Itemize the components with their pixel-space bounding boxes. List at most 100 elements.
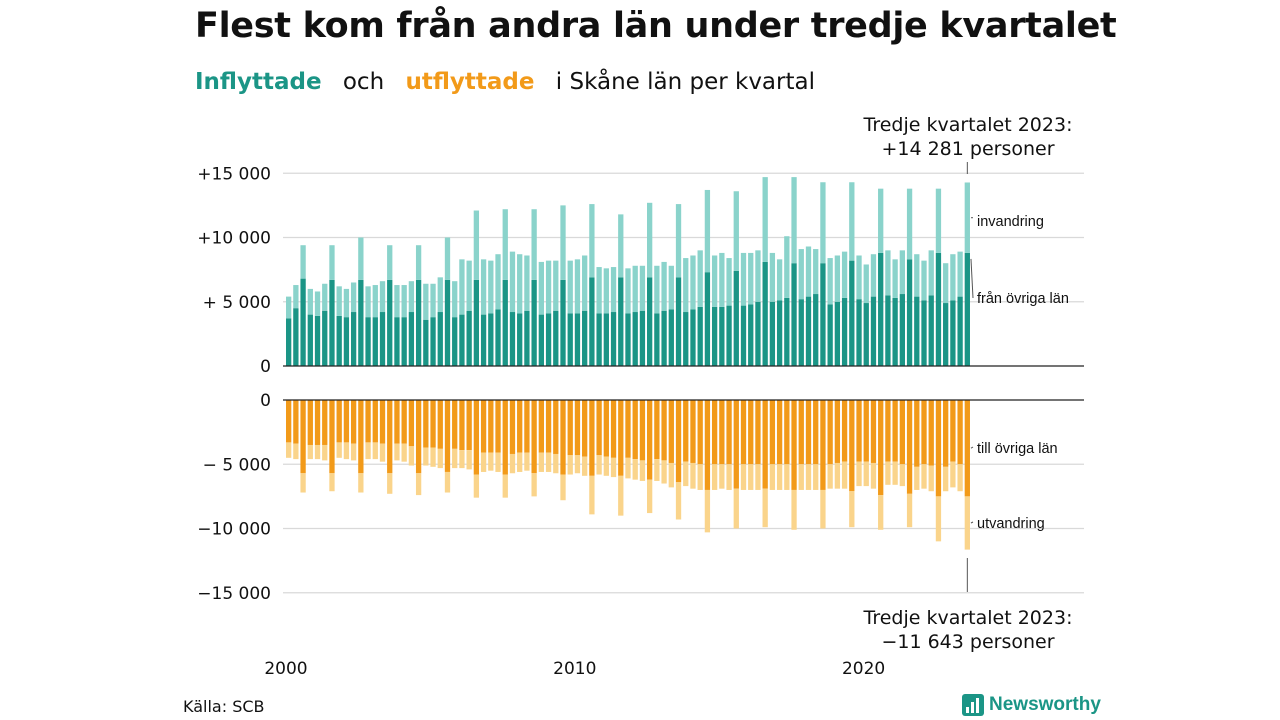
bar-utvandring <box>711 464 718 490</box>
bar-utvandring <box>914 466 920 490</box>
bar-till-ovriga-lan <box>553 400 559 454</box>
bar-utvandring <box>668 462 674 488</box>
bar-invandring <box>430 283 436 318</box>
bar-fran-ovriga-lan <box>394 317 400 366</box>
bar-fran-ovriga-lan <box>582 310 588 366</box>
bar-invandring <box>841 251 848 298</box>
bar-invandring <box>329 245 335 280</box>
bar-invandring <box>834 255 841 302</box>
bar-fran-ovriga-lan <box>444 279 451 366</box>
bar-invandring <box>437 277 443 313</box>
bar-utvandring <box>610 457 617 478</box>
bar-invandring <box>610 267 617 313</box>
bar-fran-ovriga-lan <box>509 312 516 366</box>
bar-fran-ovriga-lan <box>300 278 306 366</box>
bar-invandring <box>964 182 970 253</box>
bar-fran-ovriga-lan <box>791 263 797 366</box>
bar-invandring <box>307 288 313 315</box>
bar-utvandring <box>322 444 328 461</box>
bar-fran-ovriga-lan <box>437 312 443 366</box>
bar-fran-ovriga-lan <box>596 313 602 366</box>
bar-till-ovriga-lan <box>820 400 826 490</box>
bar-utvandring <box>856 461 862 487</box>
x-tick-label: 2000 <box>264 659 307 679</box>
bar-invandring <box>336 286 342 316</box>
bar-till-ovriga-lan <box>827 400 833 465</box>
annotation-bottom: Tredje kvartalet 2023: −11 643 personer <box>862 606 1074 654</box>
bar-invandring <box>863 264 869 304</box>
bar-till-ovriga-lan <box>950 400 956 462</box>
bar-invandring <box>647 202 653 278</box>
bar-utvandring <box>430 447 436 467</box>
bar-till-ovriga-lan <box>632 400 638 460</box>
bar-invandring <box>820 182 826 264</box>
bar-till-ovriga-lan <box>545 400 552 453</box>
bar-fran-ovriga-lan <box>885 295 891 366</box>
bar-fran-ovriga-lan <box>372 317 378 366</box>
bar-invandring <box>502 209 508 280</box>
bar-fran-ovriga-lan <box>892 297 898 366</box>
bar-fran-ovriga-lan <box>488 313 494 366</box>
bar-invandring <box>618 214 624 278</box>
bar-fran-ovriga-lan <box>466 310 472 366</box>
bar-till-ovriga-lan <box>408 400 415 447</box>
bar-invandring <box>567 260 573 314</box>
bar-utvandring <box>820 489 826 529</box>
bar-fran-ovriga-lan <box>719 306 725 366</box>
newsworthy-logo-icon <box>962 694 984 716</box>
bar-fran-ovriga-lan <box>531 279 537 366</box>
bar-invandring <box>878 188 884 253</box>
bar-fran-ovriga-lan <box>459 314 465 366</box>
bar-utvandring <box>307 444 313 460</box>
bar-fran-ovriga-lan <box>726 305 732 366</box>
bar-till-ovriga-lan <box>914 400 920 467</box>
bar-till-ovriga-lan <box>740 400 747 465</box>
bar-utvandring <box>906 493 913 528</box>
bar-fran-ovriga-lan <box>314 315 321 366</box>
bar-fran-ovriga-lan <box>820 263 826 366</box>
bar-invandring <box>459 259 465 315</box>
bar-invandring <box>704 189 711 273</box>
bar-till-ovriga-lan <box>791 400 797 490</box>
bar-till-ovriga-lan <box>647 400 653 480</box>
newsworthy-logo: Newsworthy <box>962 694 1101 716</box>
bar-fran-ovriga-lan <box>827 304 833 366</box>
bar-fran-ovriga-lan <box>329 279 335 366</box>
bar-invandring <box>553 260 559 311</box>
bar-invandring <box>517 254 523 314</box>
bar-utvandring <box>372 442 378 460</box>
bar-utvandring <box>459 450 465 469</box>
bar-invandring <box>719 252 725 307</box>
bar-till-ovriga-lan <box>906 400 913 494</box>
bar-utvandring <box>358 473 364 493</box>
bar-invandring <box>885 250 891 296</box>
y-tick-label-top: +10 000 <box>197 229 271 249</box>
bar-invandring <box>300 245 306 279</box>
bar-utvandring <box>618 475 624 516</box>
bar-utvandring <box>805 464 812 490</box>
bar-till-ovriga-lan <box>935 400 942 497</box>
bar-fran-ovriga-lan <box>805 296 812 366</box>
bar-utvandring <box>524 452 530 471</box>
bar-invandring <box>899 250 905 295</box>
bar-utvandring <box>538 452 544 472</box>
bar-till-ovriga-lan <box>841 400 848 462</box>
bar-invandring <box>726 258 732 306</box>
bar-invandring <box>589 204 595 278</box>
bar-till-ovriga-lan <box>863 400 869 462</box>
bar-invandring <box>805 246 812 297</box>
bar-till-ovriga-lan <box>618 400 624 476</box>
bar-till-ovriga-lan <box>610 400 617 458</box>
bar-utvandring <box>776 464 783 490</box>
bar-invandring <box>531 209 537 280</box>
bar-fran-ovriga-lan <box>748 304 754 366</box>
chart-title: Flest kom från andra län under tredje kv… <box>195 6 1117 46</box>
bar-utvandring <box>553 453 559 474</box>
bar-till-ovriga-lan <box>762 400 768 489</box>
bar-invandring <box>762 177 768 262</box>
bar-invandring <box>784 236 790 298</box>
bar-invandring <box>387 245 393 280</box>
bar-utvandring <box>293 443 299 460</box>
bar-till-ovriga-lan <box>322 400 328 445</box>
